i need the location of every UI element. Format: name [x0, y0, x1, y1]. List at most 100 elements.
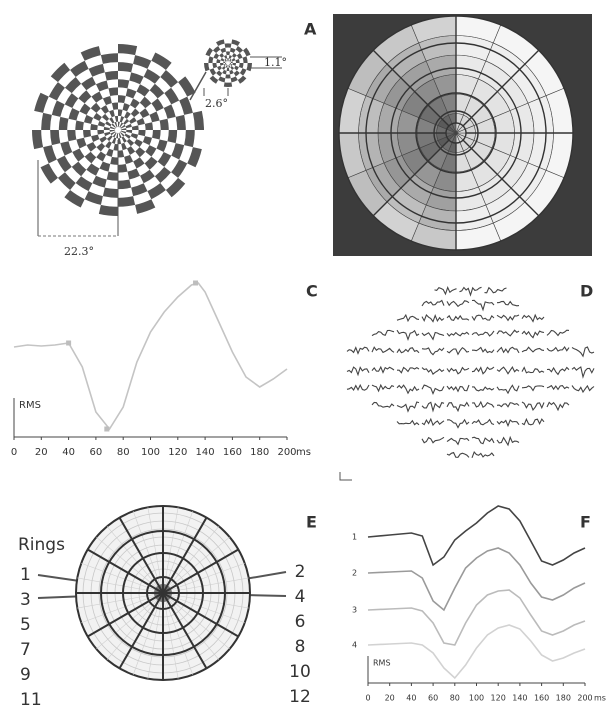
checker-cell — [90, 124, 97, 130]
local-trace — [422, 301, 444, 306]
x-tick-label: 140 — [196, 447, 215, 458]
checker-cell — [91, 92, 102, 103]
checker-cell — [105, 71, 118, 81]
checker-cell — [127, 146, 135, 155]
checker-cell — [81, 46, 101, 61]
checker-cell — [223, 61, 225, 63]
checker-cell — [116, 133, 118, 138]
checker-cell — [231, 61, 233, 63]
x-tick-label: 0 — [11, 447, 17, 458]
local-trace — [422, 385, 444, 394]
local-trace — [472, 420, 494, 425]
trace — [368, 506, 585, 565]
checker-cell — [58, 172, 76, 190]
checker-cell — [32, 130, 43, 149]
local-trace — [422, 402, 444, 410]
local-trace — [497, 367, 519, 374]
local-trace — [422, 315, 444, 322]
checker-cell — [119, 132, 120, 133]
checker-cell — [50, 130, 60, 145]
checker-cell — [239, 63, 244, 68]
local-trace — [397, 385, 419, 393]
checker-cell — [116, 127, 117, 128]
checker-cell — [246, 63, 252, 71]
dimension-label: 22.3° — [64, 245, 94, 258]
ring-number: 10 — [289, 662, 311, 682]
local-trace — [422, 333, 444, 340]
checker-cell — [219, 53, 224, 58]
local-trace — [522, 368, 544, 373]
local-trace — [472, 300, 494, 309]
checker-cell — [109, 110, 115, 117]
checker-cell — [59, 117, 69, 130]
checker-cell — [85, 191, 103, 205]
checker-cell — [118, 79, 129, 88]
checker-cell — [204, 63, 210, 71]
checker-cell — [104, 127, 110, 130]
checker-cell — [129, 117, 136, 124]
checker-cell — [226, 51, 230, 55]
local-trace — [522, 419, 544, 425]
ring-number: 4 — [295, 587, 306, 607]
y-axis-label: RMS — [19, 400, 41, 411]
x-tick-label: 100 — [141, 447, 160, 458]
trace — [368, 548, 585, 610]
checker-cell — [96, 143, 105, 152]
checker-cell — [227, 65, 228, 66]
x-tick-label: 20 — [385, 694, 395, 703]
checker-cell — [210, 76, 219, 84]
dimension-label: 2.6° — [205, 97, 228, 110]
checker-cell — [135, 199, 155, 214]
checker-cell — [225, 63, 226, 64]
checker-cell — [118, 62, 133, 72]
checker-cell — [149, 111, 159, 122]
local-trace — [497, 437, 519, 445]
checker-cell — [85, 152, 97, 164]
checker-cell — [187, 147, 202, 167]
ring-number: 1 — [20, 565, 31, 585]
checker-cell — [224, 55, 227, 59]
local-trace — [472, 452, 494, 458]
scale-bar — [340, 472, 352, 480]
checker-cell — [222, 70, 226, 75]
checker-cell — [229, 64, 230, 65]
checker-cell — [232, 58, 236, 62]
checker-cell — [171, 159, 187, 177]
checker-cell — [103, 188, 118, 198]
local-trace — [472, 387, 494, 391]
checker-cell — [89, 64, 105, 77]
local-trace — [372, 385, 394, 391]
x-tick-label: 140 — [512, 694, 527, 703]
local-trace — [547, 330, 569, 335]
ring-number: 9 — [20, 665, 31, 685]
panel-label: F — [580, 513, 591, 532]
checker-cell — [93, 113, 102, 121]
checker-cell — [105, 141, 112, 148]
local-trace — [497, 301, 519, 305]
checker-cell — [91, 135, 99, 142]
checker-cell — [105, 121, 111, 126]
x-tick-label: 160 — [223, 447, 242, 458]
checker-cell — [121, 129, 122, 130]
checker-cell — [118, 122, 120, 127]
checker-cell — [126, 124, 132, 128]
trace-label: 4 — [352, 641, 357, 650]
checker-cell — [230, 48, 236, 53]
ring-number: 2 — [295, 562, 306, 582]
local-trace — [347, 347, 369, 353]
local-trace — [572, 367, 594, 377]
checker-cell — [236, 59, 240, 63]
checker-cell — [155, 167, 171, 183]
checker-cell — [99, 161, 110, 171]
local-trace — [522, 402, 544, 410]
marker — [66, 341, 71, 346]
checker-cell — [205, 48, 213, 57]
checker-cell — [225, 74, 230, 78]
checker-cell — [151, 98, 163, 111]
checker-cell — [102, 114, 109, 121]
local-trace — [497, 347, 519, 353]
checker-cell — [96, 81, 109, 92]
checker-cell — [140, 108, 150, 118]
checker-cell — [131, 108, 140, 117]
checker-cell — [121, 128, 126, 130]
